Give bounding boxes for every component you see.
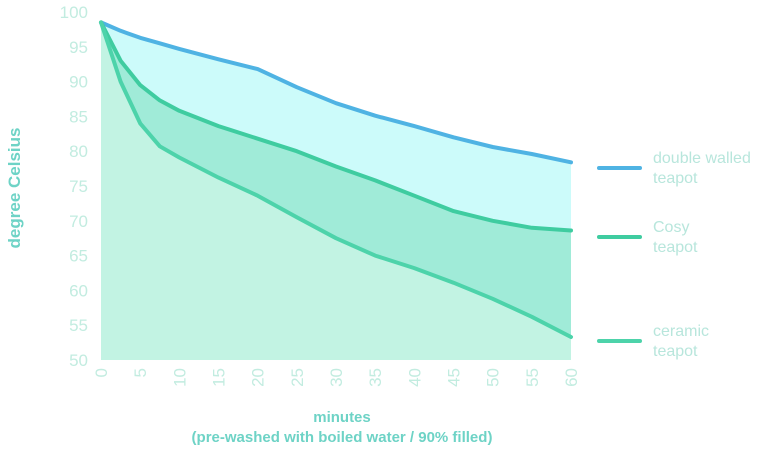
x-tick-label: 55 — [523, 368, 542, 387]
y-tick-label: 70 — [69, 212, 88, 231]
y-tick-label: 80 — [69, 142, 88, 161]
y-tick-label: 65 — [69, 247, 88, 266]
y-axis-ticks: 50 55 60 65 70 75 80 85 90 95 100 — [60, 3, 88, 370]
x-axis-subtitle: (pre-washed with boiled water / 90% fill… — [192, 429, 493, 446]
x-tick-label: 5 — [131, 368, 150, 377]
legend-label: ceramic teapot — [653, 323, 709, 360]
line-series-0 — [99, 20, 573, 165]
x-tick-label: 30 — [327, 368, 346, 387]
x-tick-label: 45 — [445, 368, 464, 387]
x-tick-label: 10 — [170, 368, 189, 387]
x-axis-title: minutes — [313, 409, 371, 426]
y-tick-label: 90 — [69, 73, 88, 92]
x-tick-label: 35 — [366, 368, 385, 387]
x-axis-ticks: 0 5 10 15 20 25 30 35 40 45 50 55 60 — [92, 368, 581, 387]
x-tick-label: 40 — [405, 368, 424, 387]
x-tick-label: 20 — [249, 368, 268, 387]
y-tick-label: 50 — [69, 351, 88, 370]
x-tick-label: 50 — [484, 368, 503, 387]
y-tick-label: 75 — [69, 177, 88, 196]
y-tick-label: 85 — [69, 107, 88, 126]
y-tick-label: 60 — [69, 281, 88, 300]
y-axis-title: degree Celsius — [5, 128, 24, 249]
y-tick-label: 95 — [69, 38, 88, 57]
x-tick-label: 60 — [562, 368, 581, 387]
area-layer — [101, 22, 571, 361]
x-tick-label: 15 — [210, 368, 229, 387]
area-series-2 — [101, 22, 571, 361]
y-tick-label: 100 — [60, 3, 88, 22]
legend: double walled teapot Cosy teapot ceramic teap… — [597, 150, 751, 360]
line-series-1 — [99, 20, 573, 233]
x-tick-label: 0 — [92, 368, 111, 377]
x-tick-label: 25 — [288, 368, 307, 387]
legend-label: Cosy teapot — [653, 219, 698, 256]
line-series-2 — [99, 20, 573, 339]
y-tick-label: 55 — [69, 316, 88, 335]
line-layer — [99, 20, 573, 339]
legend-label: double walled teapot — [653, 150, 751, 187]
